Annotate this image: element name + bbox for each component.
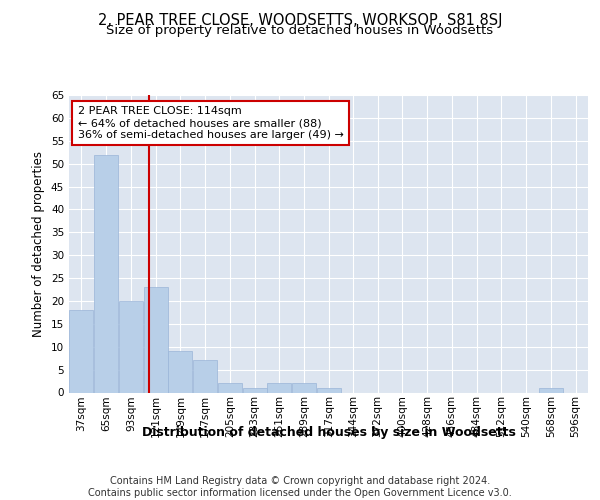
Bar [539,388,563,392]
Bar [193,360,217,392]
Bar [169,352,193,393]
Bar [317,388,341,392]
Text: Contains HM Land Registry data © Crown copyright and database right 2024.
Contai: Contains HM Land Registry data © Crown c… [88,476,512,498]
Bar [243,388,266,392]
Y-axis label: Number of detached properties: Number of detached properties [32,151,46,337]
Text: Size of property relative to detached houses in Woodsetts: Size of property relative to detached ho… [106,24,494,37]
Bar [268,384,292,392]
Text: 2 PEAR TREE CLOSE: 114sqm
← 64% of detached houses are smaller (88)
36% of semi-: 2 PEAR TREE CLOSE: 114sqm ← 64% of detac… [78,106,344,140]
Bar [119,301,143,392]
Bar [70,310,94,392]
Bar [218,384,242,392]
Text: Distribution of detached houses by size in Woodsetts: Distribution of detached houses by size … [142,426,516,439]
Text: 2, PEAR TREE CLOSE, WOODSETTS, WORKSOP, S81 8SJ: 2, PEAR TREE CLOSE, WOODSETTS, WORKSOP, … [98,12,502,28]
Bar [292,384,316,392]
Bar [144,287,167,393]
Bar [94,154,118,392]
